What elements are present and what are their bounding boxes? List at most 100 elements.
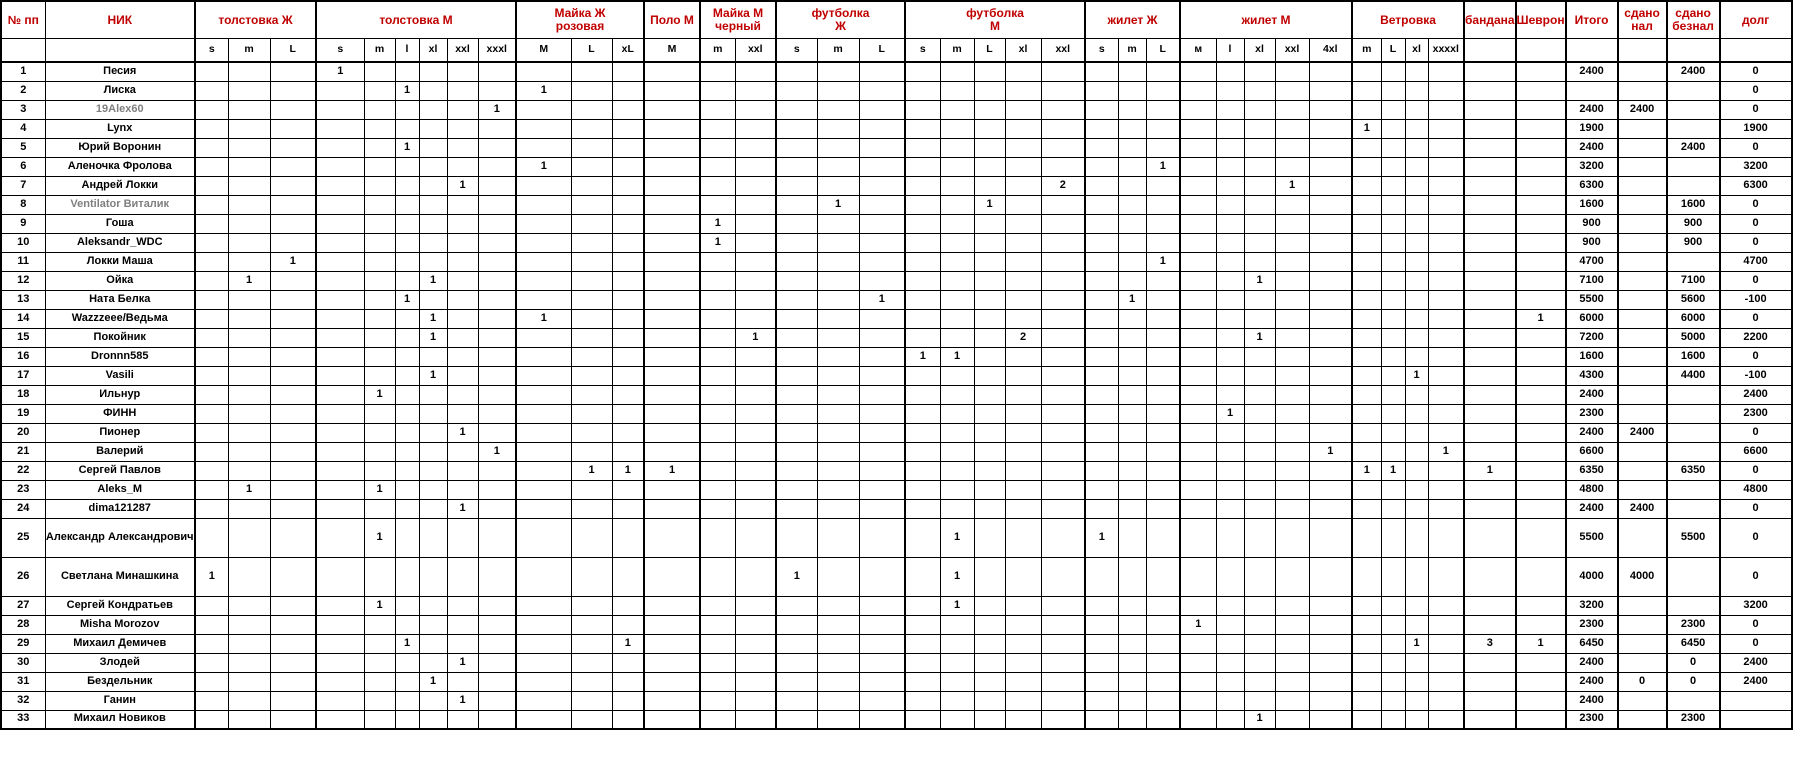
qty-cell[interactable]: [1243, 479, 1276, 500]
qty-cell[interactable]: [1215, 175, 1245, 196]
qty-cell[interactable]: [394, 422, 420, 443]
qty-cell[interactable]: [446, 156, 479, 177]
nick-cell[interactable]: Пионер: [44, 422, 196, 443]
cash-cell[interactable]: [1616, 441, 1668, 462]
itogo-cell[interactable]: 1900: [1564, 118, 1619, 139]
qty-cell[interactable]: [1404, 61, 1429, 82]
qty-cell[interactable]: [1117, 652, 1147, 673]
qty-cell[interactable]: [1404, 517, 1429, 558]
qty-cell[interactable]: [1404, 308, 1429, 329]
debt-cell[interactable]: 0: [1718, 346, 1793, 367]
qty-cell[interactable]: [418, 498, 448, 519]
qty-cell[interactable]: [1404, 118, 1429, 139]
qty-cell[interactable]: [1215, 595, 1245, 616]
qty-cell[interactable]: [973, 595, 1006, 616]
qty-cell[interactable]: [1514, 614, 1567, 635]
qty-cell[interactable]: [1179, 422, 1217, 443]
qty-cell[interactable]: [1040, 517, 1086, 558]
size-header[interactable]: xxl: [734, 38, 777, 63]
qty-cell[interactable]: [1463, 61, 1517, 82]
qty-cell[interactable]: [315, 308, 365, 329]
size-header[interactable]: m: [363, 38, 396, 63]
itogo-cell[interactable]: 4300: [1564, 365, 1619, 386]
qty-cell[interactable]: [1274, 251, 1310, 272]
qty-cell[interactable]: [858, 460, 906, 481]
group-header-sub[interactable]: [1514, 38, 1567, 63]
qty-cell[interactable]: [1243, 556, 1276, 597]
qty-cell[interactable]: [1215, 690, 1245, 711]
qty-cell[interactable]: [1463, 118, 1517, 139]
qty-cell[interactable]: [1463, 517, 1517, 558]
qty-cell[interactable]: [1117, 556, 1147, 597]
qty-cell[interactable]: [227, 232, 271, 253]
qty-cell[interactable]: [227, 460, 271, 481]
qty-cell[interactable]: [1351, 327, 1382, 348]
qty-cell[interactable]: [858, 517, 906, 558]
qty-cell[interactable]: [1215, 156, 1245, 177]
qty-cell[interactable]: [1243, 671, 1276, 692]
qty-cell[interactable]: [1145, 137, 1181, 158]
qty-cell[interactable]: [939, 137, 975, 158]
qty-cell[interactable]: [816, 460, 860, 481]
qty-cell[interactable]: [1404, 384, 1429, 405]
qty-cell[interactable]: [1351, 194, 1382, 215]
itogo-cell[interactable]: 2300: [1564, 403, 1619, 424]
qty-cell[interactable]: [1427, 251, 1465, 272]
qty-cell[interactable]: [515, 194, 572, 215]
itogo-cell[interactable]: 2400: [1564, 137, 1619, 158]
qty-cell[interactable]: [315, 709, 365, 730]
qty-cell[interactable]: [1274, 479, 1310, 500]
size-header[interactable]: s: [904, 38, 941, 63]
qty-cell[interactable]: [643, 251, 701, 272]
debt-cell[interactable]: -100: [1718, 365, 1793, 386]
qty-cell[interactable]: [515, 213, 572, 234]
qty-cell[interactable]: [1117, 479, 1147, 500]
qty-cell[interactable]: [1117, 213, 1147, 234]
qty-cell[interactable]: [1179, 517, 1217, 558]
itogo-cell[interactable]: 6600: [1564, 441, 1619, 462]
qty-cell[interactable]: [1274, 460, 1310, 481]
qty-cell[interactable]: [734, 346, 777, 367]
qty-cell[interactable]: [1351, 595, 1382, 616]
qty-cell[interactable]: [477, 61, 517, 82]
nick-cell[interactable]: Aleksandr_WDC: [44, 232, 196, 253]
qty-cell[interactable]: [734, 270, 777, 291]
qty-cell[interactable]: [1084, 690, 1119, 711]
qty-cell[interactable]: [1243, 308, 1276, 329]
qty-cell[interactable]: [734, 308, 777, 329]
row-number-cell[interactable]: 7: [0, 175, 46, 196]
qty-cell[interactable]: [315, 289, 365, 310]
qty-cell[interactable]: [194, 441, 229, 462]
group-header-8[interactable]: жилет М: [1179, 0, 1353, 39]
nick-cell[interactable]: Сергей Кондратьев: [44, 595, 196, 616]
qty-cell[interactable]: [418, 460, 448, 481]
qty-cell[interactable]: [1145, 517, 1181, 558]
qty-cell[interactable]: [939, 61, 975, 82]
qty-cell[interactable]: [1179, 403, 1217, 424]
group-header-0[interactable]: толстовка Ж: [194, 0, 317, 39]
qty-cell[interactable]: [1380, 614, 1406, 635]
qty-cell[interactable]: [269, 346, 317, 367]
qty-cell[interactable]: [477, 671, 517, 692]
qty-cell[interactable]: [1117, 498, 1147, 519]
qty-cell[interactable]: [570, 556, 613, 597]
qty-cell[interactable]: [227, 80, 271, 101]
qty-cell[interactable]: [227, 327, 271, 348]
qty-cell[interactable]: [775, 232, 818, 253]
qty-cell[interactable]: [477, 633, 517, 654]
qty-cell[interactable]: [1117, 595, 1147, 616]
size-header[interactable]: m: [699, 38, 736, 63]
qty-cell[interactable]: [734, 460, 777, 481]
cashless-cell[interactable]: [1665, 556, 1721, 597]
qty-cell[interactable]: [1243, 403, 1276, 424]
qty-cell[interactable]: [515, 595, 572, 616]
qty-cell[interactable]: [1243, 422, 1276, 443]
qty-cell[interactable]: [570, 118, 613, 139]
qty-cell[interactable]: [1463, 595, 1517, 616]
nick-cell[interactable]: Ойка: [44, 270, 196, 291]
group-header-13[interactable]: сдано нал: [1616, 0, 1668, 39]
size-header[interactable]: L: [269, 38, 317, 63]
qty-cell[interactable]: [734, 61, 777, 82]
qty-cell[interactable]: [1308, 99, 1353, 120]
row-number-header[interactable]: № пп: [0, 0, 46, 39]
